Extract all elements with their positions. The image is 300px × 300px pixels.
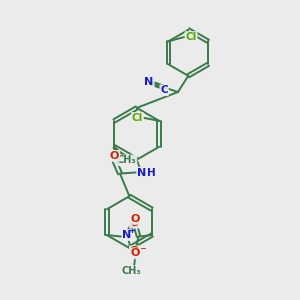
Text: ⁻: ⁻: [139, 245, 146, 258]
Text: CH₃: CH₃: [122, 266, 142, 276]
Text: O: O: [130, 218, 139, 228]
Text: Cl: Cl: [132, 113, 143, 123]
Text: CH₃: CH₃: [117, 155, 136, 165]
Text: Cl: Cl: [185, 32, 197, 42]
Text: O: O: [130, 246, 139, 256]
Text: O: O: [110, 151, 119, 161]
Text: H: H: [147, 168, 156, 178]
Text: O: O: [130, 214, 140, 224]
Text: N: N: [145, 77, 154, 87]
Text: O: O: [131, 248, 140, 258]
Text: N: N: [137, 168, 146, 178]
Text: C: C: [160, 85, 168, 95]
Text: +: +: [128, 226, 136, 235]
Text: N: N: [122, 230, 132, 240]
